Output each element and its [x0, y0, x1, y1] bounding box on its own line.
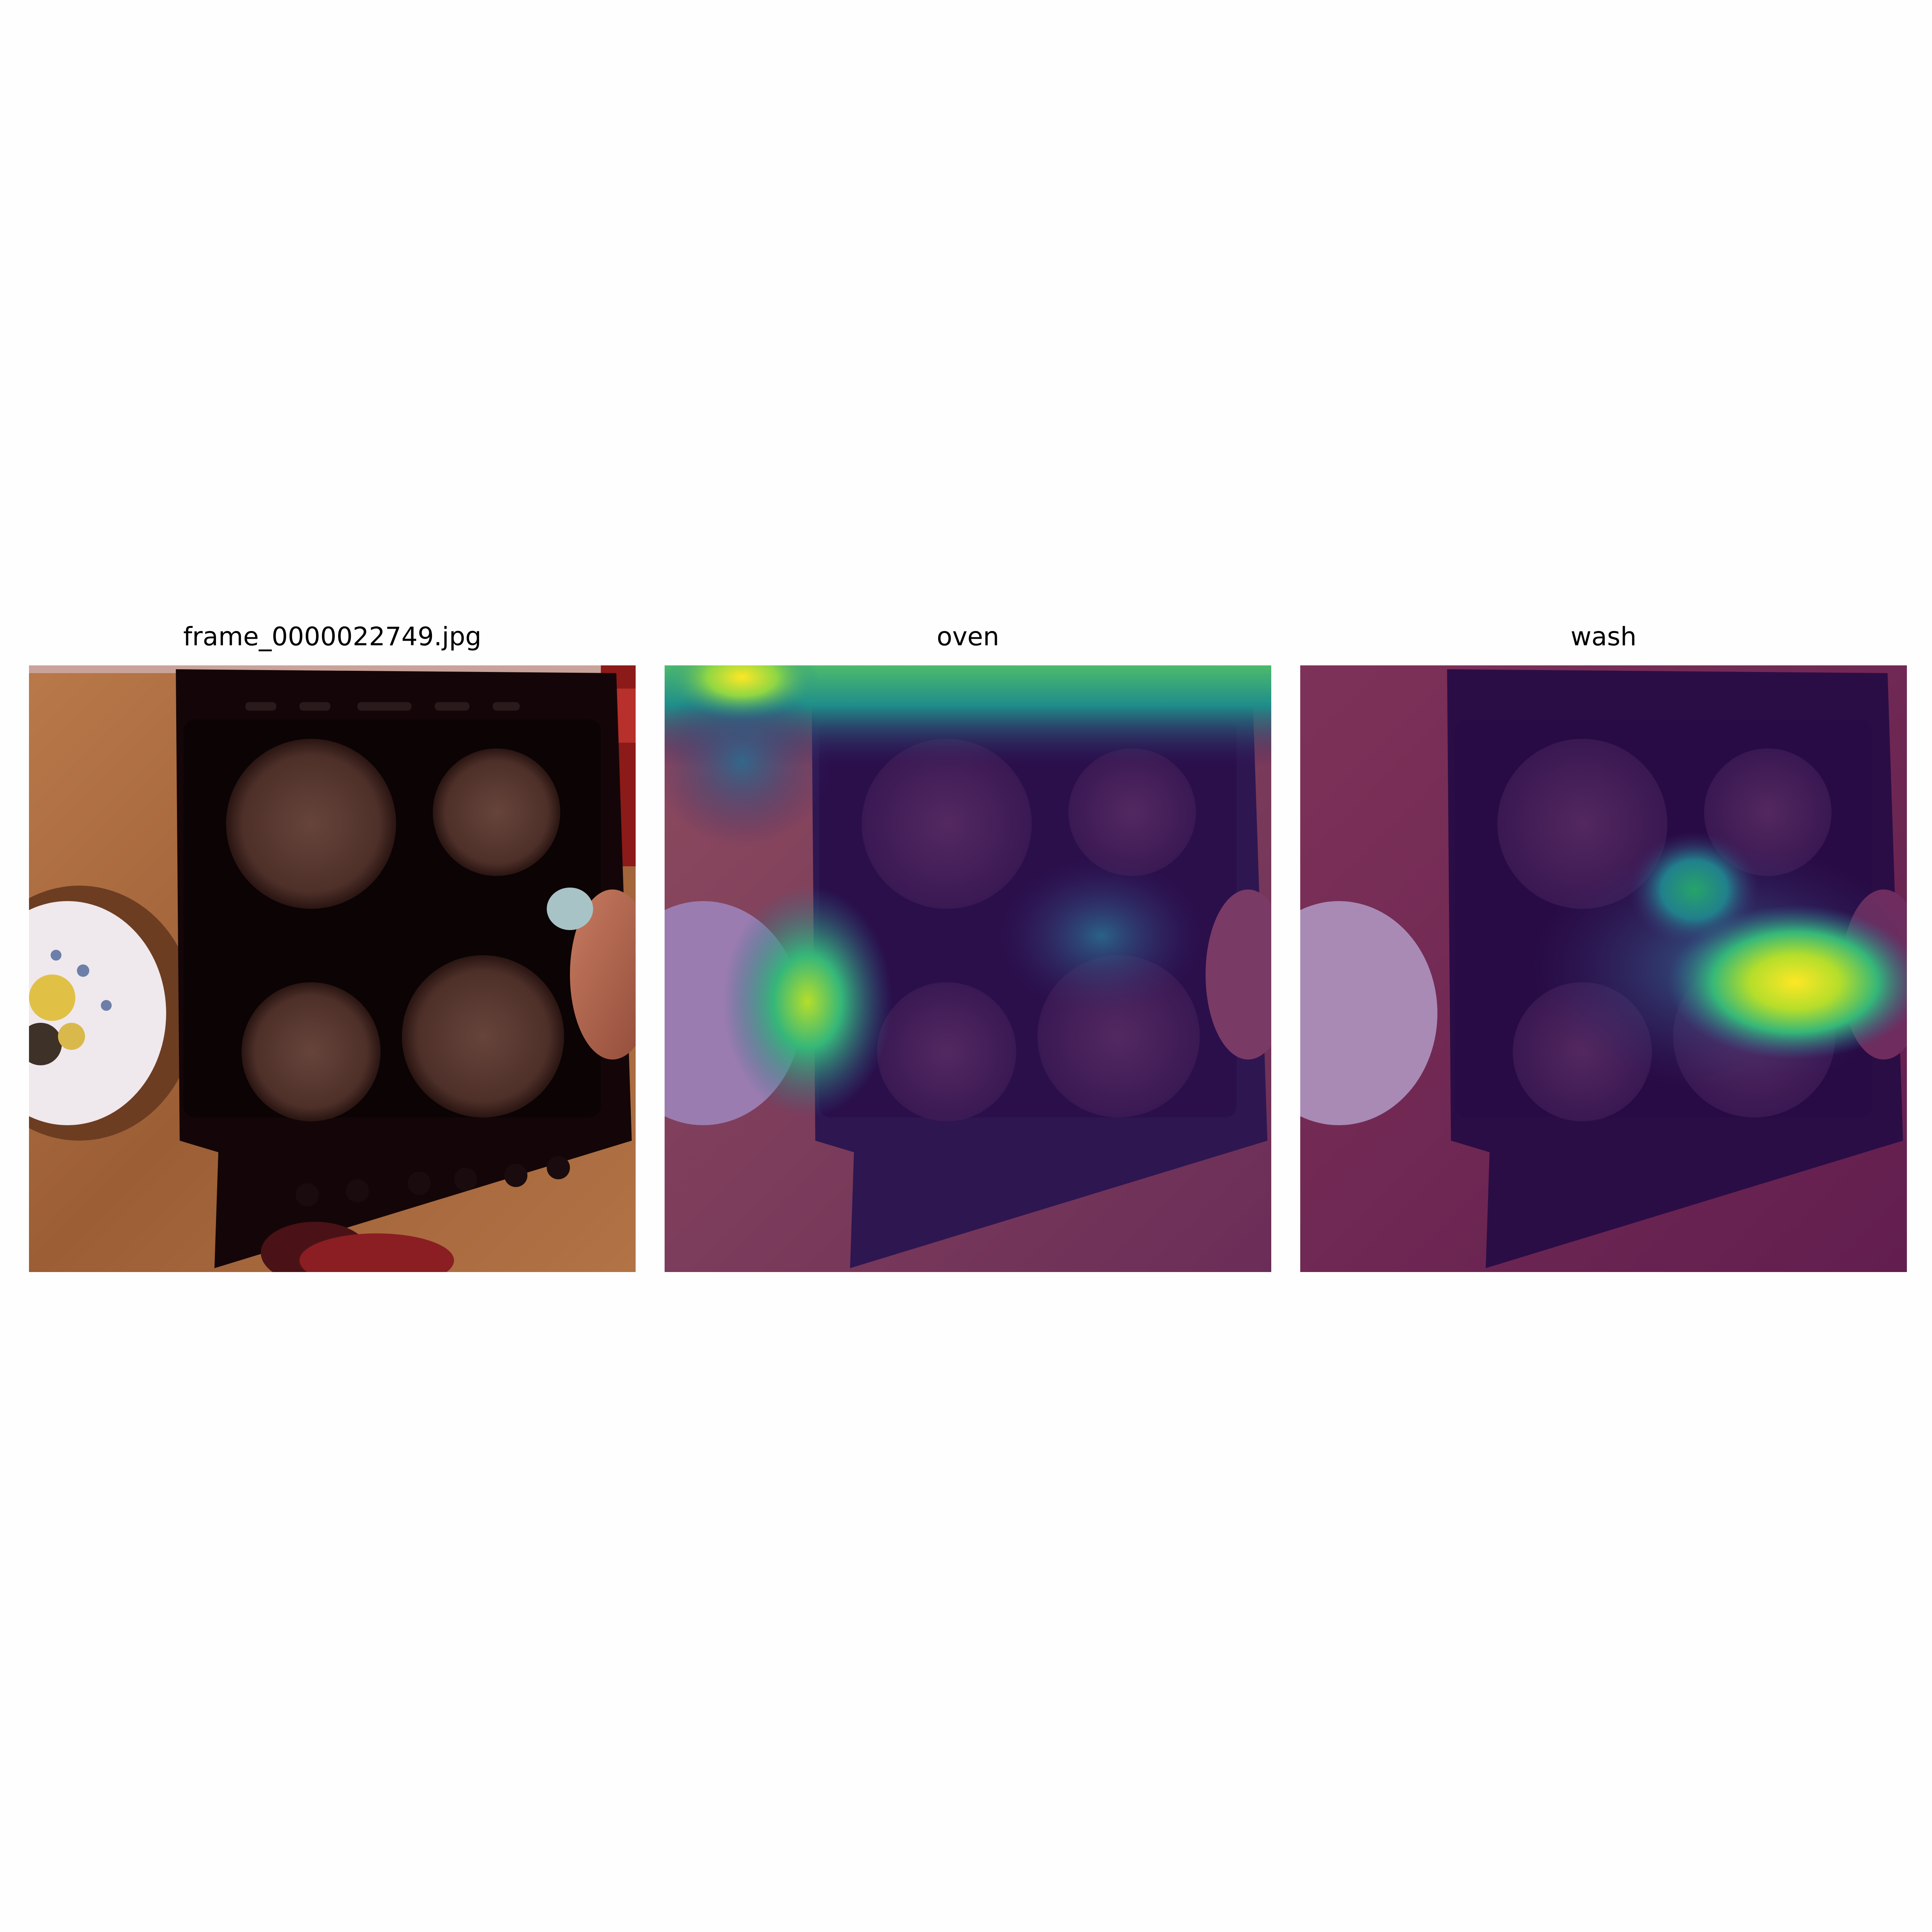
panel-title-oven: oven	[937, 622, 999, 651]
panel-title-frame: frame_0000022749.jpg	[183, 622, 481, 651]
oven-heatmap-illustration	[665, 665, 1271, 1272]
wash-heatmap-illustration	[1300, 665, 1907, 1272]
oven-heatmap	[665, 665, 1271, 1272]
wash-heatmap	[1300, 665, 1907, 1272]
panel-title-wash: wash	[1570, 622, 1637, 651]
frame-image	[29, 665, 636, 1272]
frame-photo-illustration	[29, 665, 636, 1272]
